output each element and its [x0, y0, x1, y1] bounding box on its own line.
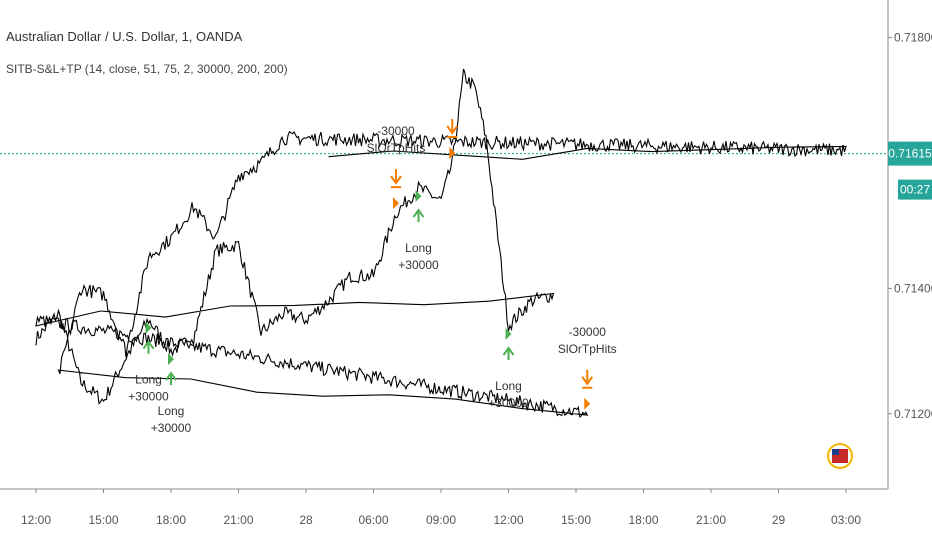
- long-label: +30000: [151, 421, 192, 435]
- long-label: +30000: [488, 396, 529, 410]
- exit-label: SlOrTpHits: [367, 141, 426, 155]
- us-flag-event-icon: [832, 449, 839, 455]
- exit-label: SlOrTpHits: [558, 342, 617, 356]
- entry-tick: [145, 321, 152, 334]
- long-label: +30000: [128, 390, 169, 404]
- long-label: Long: [495, 379, 522, 393]
- symbol-legend: Australian Dollar / U.S. Dollar, 1, OAND…: [6, 29, 243, 44]
- long-label: Long: [158, 404, 185, 418]
- long-arrow-icon: [502, 346, 515, 360]
- time-tick-label: 18:00: [156, 513, 186, 527]
- time-tick-label: 12:00: [21, 513, 51, 527]
- time-tick-label: 29: [772, 513, 786, 527]
- last-price-badge: [888, 141, 932, 166]
- study-legend: SITB-S&L+TP (14, close, 51, 75, 2, 30000…: [6, 62, 288, 76]
- price-series-line: [35, 68, 847, 418]
- exit-tick: [393, 197, 399, 210]
- time-tick-label: 18:00: [628, 513, 658, 527]
- time-tick-label: 12:00: [493, 513, 523, 527]
- long-label: +30000: [398, 258, 439, 272]
- time-tick-label: 15:00: [561, 513, 591, 527]
- exit-label: -30000: [377, 124, 415, 138]
- entry-tick: [168, 353, 174, 366]
- last-price-label: 0.71615: [888, 147, 932, 161]
- exit-tick: [449, 147, 456, 159]
- time-tick-label: 21:00: [223, 513, 253, 527]
- time-tick-label: 15:00: [88, 513, 118, 527]
- long-label: Long: [405, 241, 432, 255]
- time-tick-label: 06:00: [358, 513, 388, 527]
- exit-arrow-icon: [390, 169, 402, 189]
- countdown-label: 00:27: [900, 183, 930, 197]
- exit-arrow-icon: [581, 369, 594, 389]
- exit-arrow-icon: [446, 119, 459, 138]
- time-tick-label: 09:00: [426, 513, 456, 527]
- exit-label: -30000: [569, 325, 607, 339]
- time-tick-label: 28: [299, 513, 313, 527]
- long-arrow-icon: [165, 371, 177, 386]
- long-arrow-icon: [142, 340, 155, 354]
- long-arrow-icon: [412, 208, 425, 223]
- entry-tick: [505, 328, 512, 340]
- price-tick-label: 0.71200: [894, 407, 932, 421]
- time-tick-label: 21:00: [696, 513, 726, 527]
- countdown-badge: [898, 179, 932, 200]
- long-label: Long: [135, 373, 162, 387]
- entry-tick: [415, 190, 422, 203]
- exit-tick: [584, 397, 591, 410]
- time-tick-label: 03:00: [831, 513, 861, 527]
